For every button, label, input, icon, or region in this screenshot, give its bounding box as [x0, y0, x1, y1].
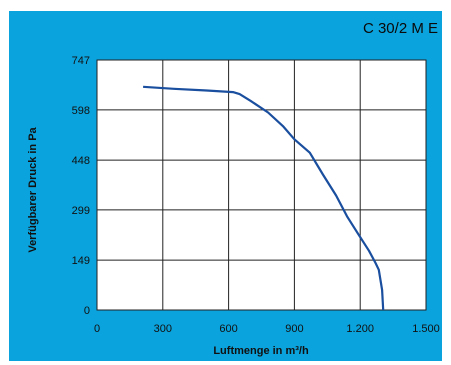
x-tick-label: 1.500	[412, 323, 440, 335]
y-axis-label: Verfügbarer Druck in Pa	[27, 127, 39, 253]
x-tick-label: 300	[154, 323, 172, 335]
y-tick-label: 747	[72, 55, 90, 67]
y-tick-label: 149	[72, 255, 90, 267]
chart-title: C 30/2 M E	[362, 20, 438, 37]
x-tick-label: 1.200	[346, 323, 374, 335]
plot-area	[96, 59, 427, 311]
series-line	[143, 85, 385, 311]
y-tick-label: 598	[72, 105, 90, 117]
tick-labels: 0 300 600 900 1.200 1.500 0 149 299 448 598 747	[72, 55, 440, 335]
x-tick-label: 900	[285, 323, 303, 335]
y-tick-label: 299	[72, 205, 90, 217]
y-tick-label: 448	[72, 155, 90, 167]
x-tick-label: 600	[219, 323, 237, 335]
grid-lines	[97, 60, 426, 310]
x-tick-label: 0	[94, 323, 100, 335]
y-tick-label: 0	[84, 305, 90, 317]
x-axis-label: Luftmenge in m³/h	[213, 345, 309, 357]
